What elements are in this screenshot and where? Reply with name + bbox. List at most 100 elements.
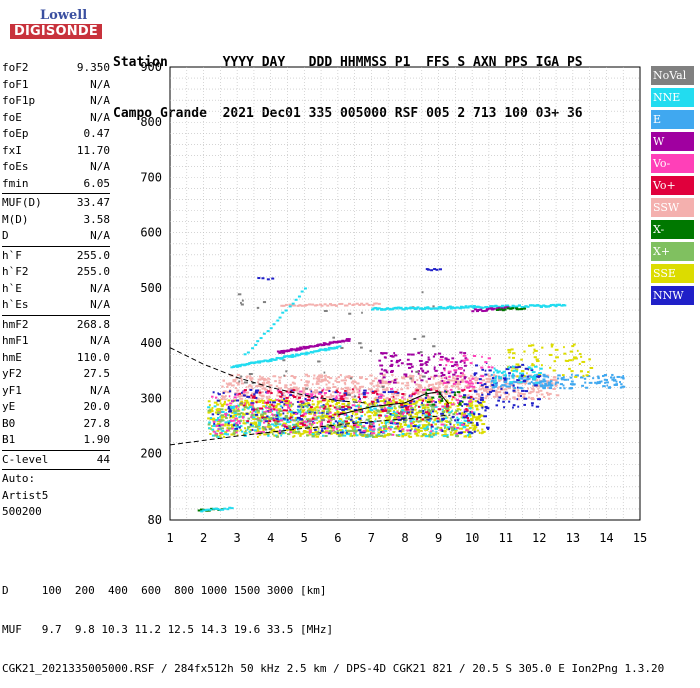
echo-point-ssw [519,392,523,395]
echo-point-nne [418,424,421,427]
echo-point-noval [241,299,244,302]
echo-point-sse [316,421,319,424]
echo-point-ssw [221,398,224,401]
echo-point-vo [484,361,488,364]
legend-item-vo: Vo+ [651,176,694,195]
echo-point-x [441,397,444,400]
echo-point-sse [256,411,260,414]
echo-point-vo [338,391,342,394]
echo-point-vo [422,388,426,391]
echo-point-ssw [346,391,351,394]
echo-trace-nne [420,308,424,311]
echo-point-sse [217,408,221,411]
echo-point-e [512,380,516,383]
echo-point-x [358,410,362,413]
echo-point-nnw [478,378,482,381]
echo-point-nnw [211,413,215,416]
echo-point-vo [464,380,469,383]
echo-trace-nne [393,306,397,309]
echo-trace-nnw [266,278,270,281]
echo-point-e [603,374,608,377]
echo-point-vo [335,427,339,430]
echo-point-nnw [484,373,488,376]
echo-point-nnw [534,384,538,387]
echo-point-nnw [320,429,324,432]
param-row: yF1 N/A [2,383,110,400]
echo-point-sse [369,402,373,405]
echo-point-w [445,358,450,361]
param-value: 0.47 [83,127,111,140]
echo-point-vo [319,423,323,426]
echo-point-noval [268,428,273,431]
footer-muf-row: MUF 9.7 9.8 10.3 11.2 12.5 14.3 19.6 33.… [2,623,334,636]
echo-point-vo [265,401,270,404]
echo-point-ssw [457,383,462,386]
echo-point-sse [472,427,477,430]
echo-point-noval [239,402,243,405]
echo-point-w [434,353,437,356]
echo-point-nne [494,375,497,378]
echo-point-nnw [409,429,412,432]
echo-trace-w [320,344,324,347]
echo-point-ssw [463,396,468,399]
x-tick-label: 3 [234,531,241,545]
echo-point-sse [375,401,378,404]
echo-point-vo [293,396,297,399]
y-tick-label: 500 [140,281,162,295]
echo-trace-nne [327,348,331,351]
echo-point-nne [358,423,362,426]
echo-point-x [438,395,442,398]
echo-point-vo [322,388,325,391]
echo-point-x [261,432,264,435]
echo-point-vo [308,422,312,425]
echo-point-vo [243,389,247,392]
echo-point-e [508,382,511,385]
echo-point-nnw [345,393,348,396]
echo-point-ssw [261,398,263,401]
echo-point-sse [242,408,246,411]
echo-trace-nne [305,352,309,355]
echo-point-sse [373,435,376,438]
echo-point-ssw [502,398,506,401]
echo-point-nne [425,414,429,417]
echo-point-ssw [324,393,326,396]
echo-point-vo [250,394,253,397]
echo-point-x [326,423,329,426]
echo-point-sse [258,433,262,436]
echo-point-sse [452,402,455,405]
echo-point-ssw [497,391,502,394]
echo-point-ssw [296,391,299,394]
echo-point-e [545,383,547,386]
echo-point-nne [289,419,293,422]
echo-point-ssw [512,396,516,399]
echo-point-ssw [304,384,309,387]
echo-point-sse [351,427,355,430]
echo-point-sse [423,416,426,419]
echo-point-sse [210,410,214,413]
echo-point-sse [582,374,585,377]
echo-point-nnw [361,409,363,412]
echo-point-ssw [307,398,311,401]
echo-point-ssw [386,388,389,391]
echo-point-x [255,418,258,421]
echo-trace-ssw [304,304,308,307]
echo-point-ssw [278,394,281,397]
echo-point-sse [434,410,438,413]
echo-point-ssw [369,388,373,391]
echo-point-e [501,384,504,387]
echo-point-nne [221,430,225,433]
echo-point-sse [257,400,261,403]
echo-point-vo [458,395,463,398]
echo-point-nnw [476,400,479,403]
echo-point-ssw [356,382,360,385]
echo-trace-nne [266,360,270,363]
echo-point-nne [220,410,225,413]
echo-point-sse [423,424,427,427]
echo-point-ssw [321,378,325,381]
echo-point-vo [303,412,308,415]
echo-point-nne [518,376,521,379]
echo-point-nnw [311,396,315,399]
echo-point-nne [512,370,515,373]
echo-point-vo [305,393,309,396]
echo-point-nnw [451,416,454,419]
